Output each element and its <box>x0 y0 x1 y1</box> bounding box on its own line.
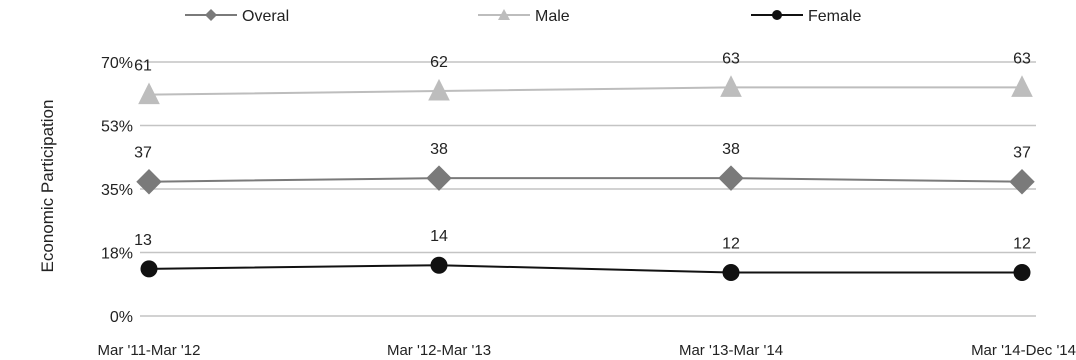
data-label: 37 <box>1013 145 1031 162</box>
x-axis-ticks: Mar '11-Mar '12 Mar '12-Mar '13 Mar '13-Ma… <box>98 342 1076 359</box>
data-label: 14 <box>430 228 448 245</box>
data-label: 37 <box>134 145 152 162</box>
legend-label: Female <box>808 8 861 25</box>
y-tick-label: 35% <box>101 182 133 199</box>
y-axis-ticks: 0% 18% 35% 53% 70% <box>101 55 133 326</box>
data-labels: 37 38 38 37 61 62 63 63 13 14 12 12 <box>134 50 1031 252</box>
series-lines <box>149 87 1022 272</box>
data-point-male <box>1012 76 1032 96</box>
legend-item-overal: Overal <box>185 8 289 25</box>
data-point-male <box>721 76 741 96</box>
x-tick-label: Mar '13-Mar '14 <box>679 342 783 359</box>
y-axis-label: Economic Participation <box>38 100 57 273</box>
legend-label: Overal <box>242 8 289 25</box>
data-label: 12 <box>722 235 740 252</box>
data-label: 63 <box>1013 50 1031 67</box>
y-tick-label: 70% <box>101 55 133 72</box>
data-point-overal <box>427 166 451 190</box>
data-label: 12 <box>1013 235 1031 252</box>
series-line-male <box>149 87 1022 94</box>
y-tick-label: 53% <box>101 119 133 136</box>
data-point-female <box>141 261 157 277</box>
x-tick-label: Mar '12-Mar '13 <box>387 342 491 359</box>
data-point-overal <box>1010 170 1034 194</box>
legend: Overal Male Female <box>185 8 861 25</box>
data-label: 63 <box>722 50 740 67</box>
legend-label: Male <box>535 8 570 25</box>
y-tick-label: 0% <box>110 309 133 326</box>
data-point-female <box>431 257 447 273</box>
data-label: 61 <box>134 58 152 75</box>
data-label: 13 <box>134 232 152 249</box>
y-tick-label: 18% <box>101 246 133 263</box>
data-label: 38 <box>430 141 448 158</box>
x-tick-label: Mar '14-Dec '14 <box>971 342 1076 359</box>
legend-diamond-icon <box>205 9 217 21</box>
data-point-overal <box>137 170 161 194</box>
legend-circle-icon <box>772 10 782 20</box>
gridlines <box>140 62 1036 316</box>
data-label: 38 <box>722 141 740 158</box>
legend-item-male: Male <box>478 8 570 25</box>
data-point-female <box>1014 264 1030 280</box>
series-line-overal <box>149 178 1022 182</box>
data-point-overal <box>719 166 743 190</box>
series-line-female <box>149 265 1022 272</box>
data-label: 62 <box>430 54 448 71</box>
legend-item-female: Female <box>751 8 861 25</box>
data-point-female <box>723 264 739 280</box>
x-tick-label: Mar '11-Mar '12 <box>98 342 201 359</box>
